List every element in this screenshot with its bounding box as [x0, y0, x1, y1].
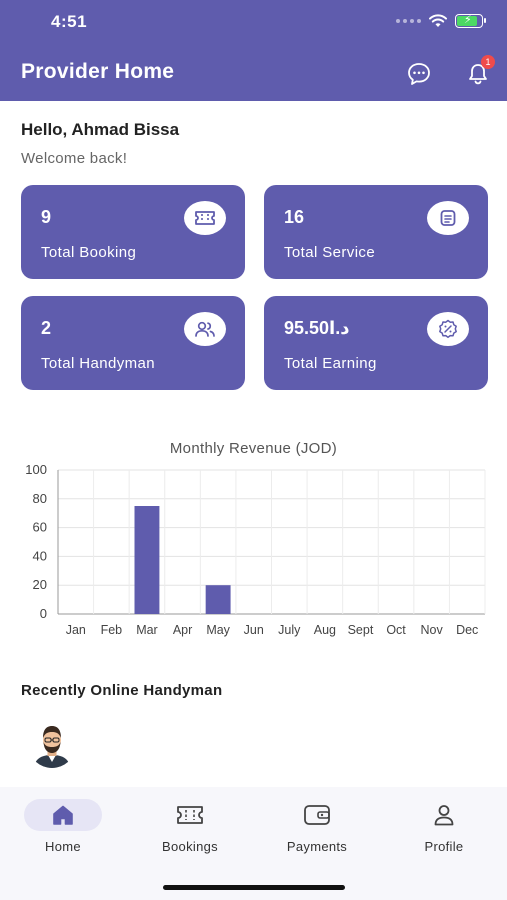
- nav-label: Profile: [424, 839, 464, 854]
- stat-card-total-booking[interactable]: 9 Total Booking: [21, 185, 245, 279]
- home-indicator: [163, 885, 345, 890]
- y-tick-label: 20: [33, 577, 47, 592]
- x-tick-label: May: [206, 623, 230, 637]
- nav-label: Home: [45, 839, 81, 854]
- x-tick-label: Mar: [136, 623, 158, 637]
- handyman-avatar[interactable]: [28, 720, 76, 768]
- x-tick-label: Aug: [314, 623, 336, 637]
- nav-home[interactable]: Home: [0, 787, 126, 867]
- status-time: 4:51: [51, 12, 88, 31]
- x-tick-label: July: [278, 623, 301, 637]
- page-title: Provider Home: [21, 60, 175, 83]
- welcome-text: Welcome back!: [21, 150, 128, 167]
- x-tick-label: Jan: [66, 623, 86, 637]
- chart-title: Monthly Revenue (JOD): [169, 440, 338, 457]
- document-icon: [427, 201, 469, 235]
- y-tick-label: 80: [33, 491, 47, 506]
- stat-value: 9: [41, 207, 52, 227]
- stat-card-total-service[interactable]: 16 Total Service: [264, 185, 488, 279]
- y-tick-label: 0: [40, 606, 47, 621]
- status-icons: ⚡: [396, 14, 486, 28]
- chat-icon: [408, 63, 430, 85]
- y-tick-label: 60: [33, 520, 47, 535]
- x-tick-label: Sept: [348, 623, 374, 637]
- x-tick-label: Apr: [173, 623, 192, 637]
- bar-mar: [134, 506, 160, 614]
- revenue-bar-chart: 0 20 40 60 80 100 Jan Feb Mar Apr May Jun July Aug Sep…: [25, 462, 486, 637]
- stat-card-total-earning[interactable]: 95.50د.ا Total Earning: [264, 296, 488, 390]
- stat-label: Total Handyman: [41, 355, 155, 372]
- users-icon: [184, 312, 226, 346]
- recent-handyman-title: Recently Online Handyman: [21, 682, 223, 699]
- stat-label: Total Booking: [41, 244, 137, 261]
- x-tick-label: Oct: [386, 623, 406, 637]
- stat-value: 95.50د.ا: [284, 318, 350, 338]
- nav-label: Payments: [286, 839, 348, 854]
- greeting-text: Hello, Ahmad Bissa: [21, 120, 180, 139]
- x-tick-label: Dec: [456, 623, 478, 637]
- stat-label: Total Earning: [284, 355, 377, 372]
- wallet-icon: [304, 805, 330, 825]
- nav-bookings[interactable]: Bookings: [127, 787, 253, 867]
- ticket-icon: [184, 201, 226, 235]
- stat-value: 2: [41, 318, 52, 338]
- notification-badge: 1: [481, 55, 495, 69]
- stat-label: Total Service: [284, 244, 376, 261]
- notifications-button[interactable]: 1: [464, 55, 495, 88]
- stat-card-total-handyman[interactable]: 2 Total Handyman: [21, 296, 245, 390]
- y-tick-label: 40: [33, 548, 47, 563]
- bottom-navigation: Home Bookings Payments Pro: [0, 787, 507, 900]
- x-tick-label: Jun: [244, 623, 264, 637]
- person-icon: [434, 805, 454, 826]
- signal-icon: [396, 19, 421, 23]
- bar-may: [205, 585, 231, 614]
- chat-button[interactable]: [405, 60, 433, 88]
- percent-badge-icon: [427, 312, 469, 346]
- stat-value: 16: [284, 207, 305, 227]
- app-header: 4:51 ⚡ Provider Home 1: [0, 0, 507, 101]
- x-tick-label: Feb: [101, 623, 123, 637]
- y-tick-label: 100: [25, 462, 47, 477]
- nav-profile[interactable]: Profile: [381, 787, 507, 867]
- x-tick-label: Nov: [421, 623, 444, 637]
- ticket-icon: [177, 806, 203, 824]
- home-icon: [53, 805, 73, 825]
- nav-payments[interactable]: Payments: [254, 787, 380, 867]
- nav-label: Bookings: [162, 839, 218, 854]
- battery-icon: ⚡: [455, 14, 486, 28]
- wifi-icon: [429, 14, 447, 27]
